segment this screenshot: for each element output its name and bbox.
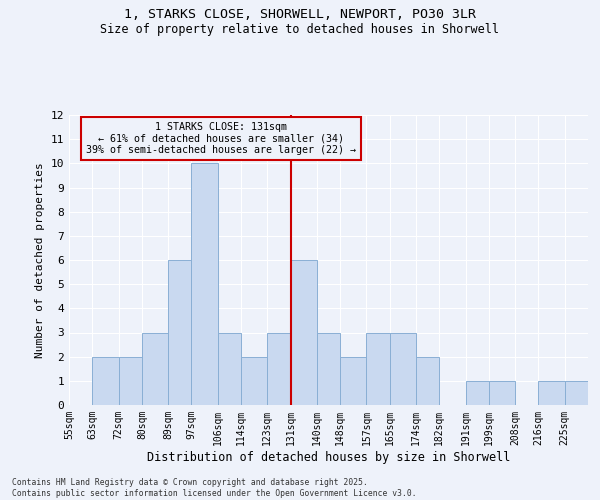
Bar xyxy=(142,332,168,405)
Y-axis label: Number of detached properties: Number of detached properties xyxy=(35,162,45,358)
Bar xyxy=(565,381,588,405)
Bar xyxy=(538,381,565,405)
X-axis label: Distribution of detached houses by size in Shorwell: Distribution of detached houses by size … xyxy=(147,450,510,464)
Bar xyxy=(390,332,416,405)
Text: 1 STARKS CLOSE: 131sqm
← 61% of detached houses are smaller (34)
39% of semi-det: 1 STARKS CLOSE: 131sqm ← 61% of detached… xyxy=(86,122,356,156)
Bar xyxy=(489,381,515,405)
Bar xyxy=(241,356,267,405)
Bar xyxy=(466,381,489,405)
Text: Contains HM Land Registry data © Crown copyright and database right 2025.
Contai: Contains HM Land Registry data © Crown c… xyxy=(12,478,416,498)
Bar xyxy=(367,332,390,405)
Bar xyxy=(340,356,367,405)
Bar xyxy=(218,332,241,405)
Bar xyxy=(92,356,119,405)
Bar xyxy=(267,332,290,405)
Text: Size of property relative to detached houses in Shorwell: Size of property relative to detached ho… xyxy=(101,22,499,36)
Bar xyxy=(416,356,439,405)
Bar xyxy=(290,260,317,405)
Bar xyxy=(168,260,191,405)
Text: 1, STARKS CLOSE, SHORWELL, NEWPORT, PO30 3LR: 1, STARKS CLOSE, SHORWELL, NEWPORT, PO30… xyxy=(124,8,476,20)
Bar xyxy=(119,356,142,405)
Bar xyxy=(191,164,218,405)
Bar xyxy=(317,332,340,405)
